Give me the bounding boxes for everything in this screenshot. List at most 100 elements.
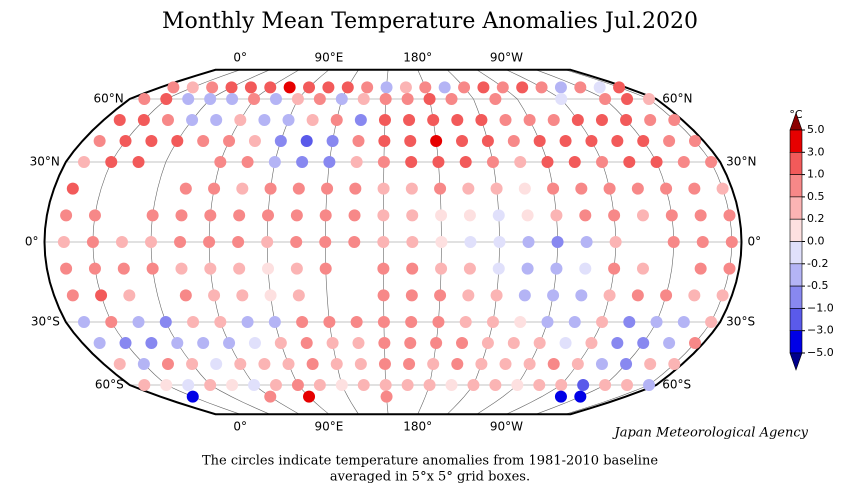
anomaly-dot <box>115 236 128 248</box>
anomaly-dot <box>117 262 130 275</box>
anomaly-dot <box>435 236 448 248</box>
lat-label: 60°N <box>93 92 123 106</box>
anomaly-dot <box>401 379 414 391</box>
anomaly-dot <box>274 337 287 349</box>
anomaly-dot <box>405 289 418 302</box>
anomaly-dot <box>357 379 370 391</box>
anomaly-dot <box>611 135 624 147</box>
anomaly-dot <box>326 337 339 349</box>
anomaly-dot <box>403 358 416 370</box>
anomaly-dot <box>665 209 678 222</box>
anomaly-dot <box>642 379 655 391</box>
anomaly-dot <box>233 262 246 275</box>
anomaly-dot <box>241 316 254 328</box>
anomaly-dot <box>499 114 512 126</box>
anomaly-dot <box>716 182 729 195</box>
credit: Japan Meteorological Agency <box>611 426 808 441</box>
anomaly-dot <box>66 182 79 195</box>
anomaly-dot <box>105 156 118 168</box>
anomaly-dot <box>234 358 247 370</box>
legend-cap <box>789 352 803 371</box>
anomaly-dot <box>523 114 536 126</box>
anomaly-dot <box>620 114 633 126</box>
anomaly-dot <box>283 81 296 94</box>
anomaly-dot <box>203 236 216 248</box>
anomaly-dot <box>555 379 568 391</box>
anomaly-dot <box>175 209 188 222</box>
anomaly-dot <box>456 337 469 349</box>
anomaly-dot <box>132 316 145 328</box>
anomaly-dot <box>319 262 332 275</box>
anomaly-dot <box>292 182 305 195</box>
legend-label: 0.2 <box>807 212 825 225</box>
anomaly-dot <box>696 236 709 248</box>
anomaly-dot <box>204 93 217 105</box>
anomaly-dot <box>434 182 447 195</box>
anomaly-dot <box>621 379 634 391</box>
anomaly-dot <box>357 93 370 105</box>
anomaly-dot <box>451 114 464 126</box>
anomaly-dot <box>268 316 281 328</box>
anomaly-dot <box>60 262 73 275</box>
anomaly-dot <box>113 114 126 126</box>
legend-swatch <box>789 152 803 175</box>
anomaly-dot <box>579 209 592 222</box>
anomaly-dot <box>554 390 567 403</box>
anomaly-dot <box>611 337 624 349</box>
anomaly-dot <box>174 236 187 248</box>
anomaly-dot <box>725 236 738 248</box>
anomaly-dot <box>377 289 390 302</box>
anomaly-dot <box>57 236 70 248</box>
anomaly-dot <box>323 316 336 328</box>
anomaly-dot <box>296 316 309 328</box>
anomaly-dot <box>458 81 471 94</box>
anomaly-dot <box>445 93 458 105</box>
anomaly-dot <box>171 135 184 147</box>
legend-swatch <box>789 330 803 354</box>
legend-swatch <box>789 174 803 198</box>
legend-label: 3.0 <box>807 145 825 158</box>
anomaly-dot <box>723 209 736 222</box>
anomaly-dot <box>688 337 701 349</box>
anomaly-dot <box>650 156 663 168</box>
anomaly-dot <box>377 156 390 168</box>
legend-label: 0.0 <box>807 235 825 248</box>
anomaly-dot <box>160 93 173 105</box>
anomaly-dot <box>620 358 633 370</box>
anomaly-dot <box>541 156 554 168</box>
anomaly-dot <box>264 289 277 302</box>
anomaly-dot <box>348 236 361 248</box>
anomaly-dot <box>179 289 192 302</box>
anomaly-dot <box>404 337 417 349</box>
anomaly-dot <box>644 358 657 370</box>
lon-label: 90°W <box>490 420 523 434</box>
anomaly-dot <box>361 81 374 94</box>
lat-label: 60°S <box>95 378 124 392</box>
anomaly-dot <box>432 156 445 168</box>
anomaly-dot <box>335 379 348 391</box>
anomaly-dot <box>290 209 303 222</box>
anomaly-dot <box>175 262 188 275</box>
anomaly-dot <box>146 209 159 222</box>
anomaly-dot <box>419 81 432 94</box>
anomaly-dot <box>551 236 564 248</box>
anomaly-dot <box>319 209 332 222</box>
anomaly-dot <box>258 114 271 126</box>
lon-label: 0° <box>233 420 247 434</box>
anomaly-dot <box>668 114 681 126</box>
anomaly-dot <box>137 358 150 370</box>
lon-label: 90°W <box>490 51 523 65</box>
anomaly-dot <box>186 390 199 403</box>
anomaly-dot <box>547 182 560 195</box>
anomaly-dot <box>568 156 581 168</box>
lon-label: 180° <box>403 51 432 65</box>
anomaly-dot <box>171 337 184 349</box>
anomaly-dot <box>481 337 494 349</box>
legend-swatch <box>789 196 803 220</box>
anomaly-dot <box>186 358 199 370</box>
anomaly-dot <box>86 236 99 248</box>
anomaly-dot <box>577 379 590 391</box>
anomaly-dot <box>463 209 476 222</box>
anomaly-dot <box>226 93 239 105</box>
anomaly-dot <box>352 337 365 349</box>
